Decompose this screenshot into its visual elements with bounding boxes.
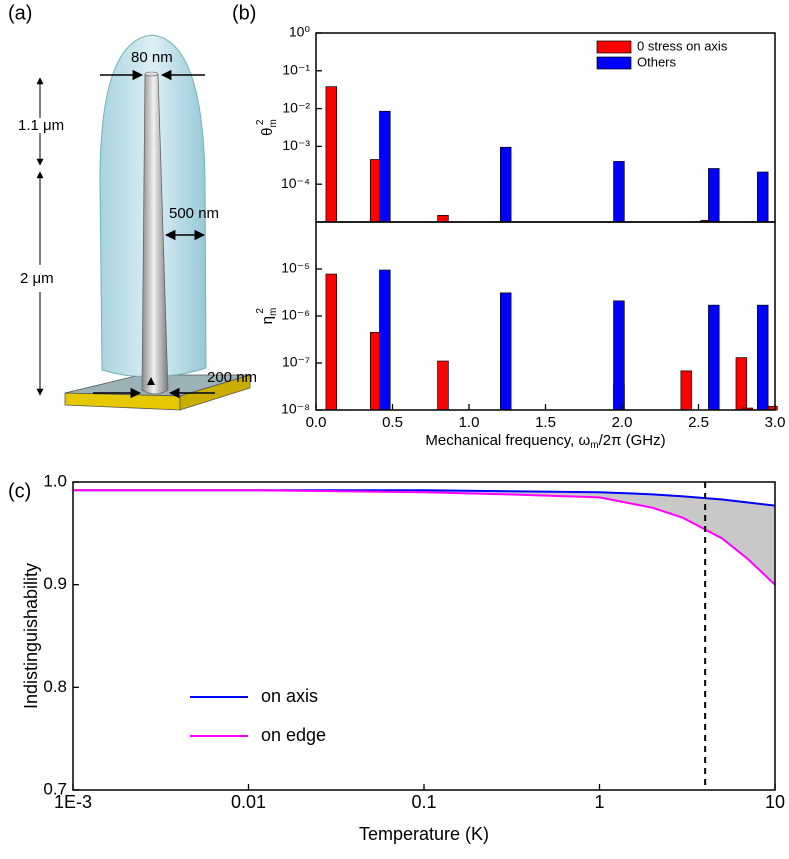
y-tick-label: 10⁻¹	[282, 62, 310, 78]
dimension-label: 2 μm	[20, 270, 54, 287]
bar	[437, 360, 449, 411]
x-tick-label: 0.1	[411, 792, 436, 812]
bar	[379, 269, 391, 411]
y-tick-label: 10⁰	[289, 24, 311, 40]
bar	[708, 168, 720, 223]
x-tick-label: 2.0	[612, 414, 633, 431]
bar	[325, 86, 338, 223]
panel-label: (b)	[232, 2, 256, 24]
x-tick-label: 2.5	[688, 414, 709, 431]
y-axis-label-base: η	[259, 316, 276, 324]
legend-label: on axis	[261, 686, 318, 706]
legend-swatch	[596, 56, 632, 70]
y-tick-label: 0.8	[43, 677, 67, 696]
y-tick-label: 10⁻⁸	[281, 401, 310, 417]
y-tick-label: 10⁻⁵	[281, 260, 310, 276]
x-tick-label: 10	[765, 792, 785, 812]
y-tick-label: 1.0	[43, 471, 67, 490]
y-axis-label-sup: 2	[255, 119, 266, 125]
x-axis-label-rest: /2π (GHz)	[599, 432, 666, 449]
x-tick-label: 1.5	[535, 414, 556, 431]
dimension-label: 200 nm	[207, 369, 257, 386]
y-tick-label: 10⁻³	[282, 137, 310, 153]
shaded-region	[73, 490, 775, 585]
y-tick-label: 0.9	[43, 574, 67, 593]
x-tick-label: 1.0	[459, 414, 480, 431]
line-series	[73, 489, 776, 586]
bar	[325, 273, 338, 411]
x-tick-label: 0.0	[306, 414, 327, 431]
bar	[379, 110, 391, 223]
legend-label: on edge	[261, 725, 326, 745]
panel-label: (c)	[8, 480, 31, 502]
bar	[613, 161, 625, 223]
bar	[680, 370, 692, 411]
y-axis-label-sup: 2	[255, 308, 266, 314]
x-tick-label: 3.0	[765, 414, 786, 431]
bar	[757, 171, 769, 223]
y-tick-label: 10⁻⁴	[281, 175, 310, 191]
bar	[708, 304, 720, 411]
plot-frame	[72, 481, 776, 791]
nanowire-diagram	[36, 34, 251, 411]
bar	[613, 300, 625, 411]
x-tick-label: 0.5	[382, 414, 403, 431]
x-axis-label: Mechanical frequency, ωm/2π (GHz)	[425, 432, 665, 451]
x-tick-label: 0.01	[231, 792, 266, 812]
x-tick-label: 1E-3	[54, 792, 92, 812]
legend-swatch	[596, 40, 632, 54]
x-axis-label: Temperature (K)	[359, 824, 489, 844]
bar	[500, 292, 512, 411]
x-axis-label-text: Mechanical frequency, ω	[425, 432, 590, 449]
y-axis-label-base: θ	[259, 128, 276, 136]
legend-label: Others	[637, 54, 677, 69]
y-tick-label: 0.7	[43, 779, 67, 798]
dimension-label: 1.1 μm	[18, 117, 64, 134]
y-axis-label: θm2	[255, 119, 279, 136]
y-axis-label: ηm2	[255, 308, 279, 325]
y-axis-label-sub: m	[268, 119, 279, 127]
x-tick-label: 1	[594, 792, 604, 812]
bar	[757, 304, 769, 411]
bar	[735, 357, 748, 411]
y-axis-label-sub: m	[268, 308, 279, 316]
y-tick-label: 10⁻⁶	[281, 307, 310, 323]
y-tick-label: 10⁻⁷	[282, 354, 310, 370]
dimension-label: 500 nm	[169, 205, 219, 222]
line-series	[73, 489, 776, 507]
y-tick-label: 10⁻²	[282, 99, 310, 115]
bar	[500, 146, 512, 223]
x-axis-label-sub: m	[590, 440, 598, 451]
bar	[437, 214, 449, 223]
dimension-label: 80 nm	[131, 49, 173, 66]
legend-label: 0 stress on axis	[637, 38, 728, 53]
y-axis-label: Indistinguishability	[21, 563, 41, 709]
panel-label: (a)	[8, 2, 32, 24]
